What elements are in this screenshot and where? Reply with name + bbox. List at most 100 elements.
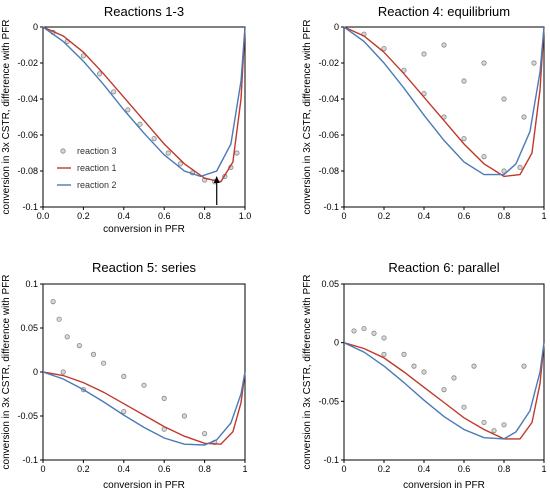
data-point: [76, 342, 82, 349]
data-point: [531, 60, 537, 66]
y-tick-label: 0: [33, 367, 38, 377]
x-tick-label: 0.4: [118, 211, 131, 221]
x-tick-label: 0.4: [418, 464, 431, 474]
data-point: [234, 150, 240, 156]
x-tick-label: 0.8: [498, 211, 511, 221]
data-point: [381, 45, 387, 52]
y-tick-label: -0.06: [17, 130, 38, 140]
data-point: [441, 42, 447, 48]
data-point: [461, 78, 467, 84]
data-point: [80, 53, 87, 59]
y-axis-label: conversion in 3x CSTR, difference with P…: [302, 20, 313, 215]
x-tick-label: 0.2: [378, 464, 391, 474]
data-point: [101, 360, 107, 366]
y-axis-label: conversion in 3x CSTR, difference with P…: [302, 275, 313, 470]
data-point: [125, 107, 131, 113]
y-tick-label: -0.08: [318, 166, 339, 176]
y-tick-label: -0.05: [17, 411, 38, 421]
panel-title: Reactions 1-3: [104, 4, 184, 19]
data-point: [121, 408, 127, 415]
data-point: [371, 330, 377, 336]
y-tick-label: -0.08: [17, 166, 38, 176]
data-point: [401, 67, 407, 73]
series-line-2: [42, 371, 246, 446]
series-line-1: [343, 26, 545, 178]
data-point: [381, 335, 387, 341]
data-point: [165, 150, 171, 156]
x-tick-label: 0.8: [498, 464, 511, 474]
plot-frame: [343, 26, 545, 208]
x-tick-label: 0: [341, 211, 346, 221]
y-tick-label: 0.05: [20, 323, 38, 333]
data-point: [202, 430, 208, 437]
data-point: [121, 373, 127, 379]
series-line-2: [343, 26, 545, 176]
x-tick-label: 0.2: [77, 211, 90, 221]
data-point: [441, 386, 447, 393]
data-point: [501, 168, 507, 174]
x-tick-label: 0: [341, 464, 346, 474]
data-point: [141, 382, 147, 388]
x-tick-label: 0.4: [418, 211, 431, 221]
legend-label: reaction 1: [77, 163, 117, 173]
legend-marker: [60, 148, 66, 154]
x-tick-label: 1: [541, 464, 546, 474]
x-tick-label: 0.2: [77, 464, 90, 474]
data-point: [521, 363, 527, 369]
x-tick-label: 0.6: [158, 211, 171, 221]
data-point: [90, 351, 97, 357]
data-point: [501, 422, 507, 428]
data-point: [111, 89, 117, 95]
data-point: [481, 154, 487, 160]
data-point: [96, 71, 103, 77]
series-line-2: [343, 342, 545, 440]
panel-1: Reactions 1-3 0.0 0.2 0.4 0.6 0.8 1.0 0 -0.02 -0.…: [1, 4, 251, 235]
panel-title: Reaction 5: series: [92, 260, 197, 275]
panel-title: Reaction 4: equilibrium: [378, 4, 510, 19]
series-line-1: [42, 371, 246, 445]
y-tick-label: -0.1: [22, 202, 38, 212]
data-point: [491, 428, 497, 434]
x-tick-label: 1.0: [239, 211, 252, 221]
x-tick-label: 0.2: [378, 211, 391, 221]
panel-title: Reaction 6: parallel: [388, 260, 499, 275]
x-tick-label: 1: [242, 464, 247, 474]
data-point: [151, 136, 157, 142]
data-point: [451, 375, 457, 381]
y-tick-label: -0.05: [318, 396, 339, 406]
x-axis-label: conversion in PFR: [403, 480, 485, 491]
x-tick-label: 0.6: [158, 464, 171, 474]
y-tick-label: -0.06: [318, 130, 339, 140]
data-point: [411, 363, 417, 369]
y-tick-label: 0.1: [25, 279, 38, 289]
data-point: [361, 325, 367, 332]
y-tick-label: -0.1: [323, 455, 339, 465]
panel-3: Reaction 5: series 0 0.2 0.4 0.6 0.8 1 0.1 0.05 0…: [1, 260, 248, 491]
data-point: [351, 328, 357, 334]
data-point: [521, 114, 527, 120]
x-tick-label: 0.8: [198, 211, 211, 221]
y-axis-label: conversion in 3x CSTR, difference with P…: [1, 275, 12, 470]
y-tick-label: -0.1: [22, 455, 38, 465]
data-point: [461, 404, 467, 410]
x-tick-label: 0.6: [458, 211, 471, 221]
x-axis-label: conversion in PFR: [103, 224, 185, 235]
data-point: [50, 298, 56, 305]
plot-frame: [42, 26, 246, 208]
x-tick-label: 0.4: [118, 464, 131, 474]
y-tick-label: 0: [33, 22, 38, 32]
legend-label: reaction 2: [77, 180, 117, 190]
plot-frame: [343, 283, 545, 461]
y-tick-label: -0.04: [318, 94, 339, 104]
data-point: [461, 136, 467, 142]
data-point: [517, 164, 523, 170]
x-tick-label: 0.0: [37, 211, 50, 221]
x-axis-label: conversion in PFR: [103, 480, 185, 491]
y-tick-label: -0.04: [17, 94, 38, 104]
data-point: [401, 351, 407, 357]
y-tick-label: -0.1: [323, 202, 339, 212]
data-point: [481, 419, 487, 426]
